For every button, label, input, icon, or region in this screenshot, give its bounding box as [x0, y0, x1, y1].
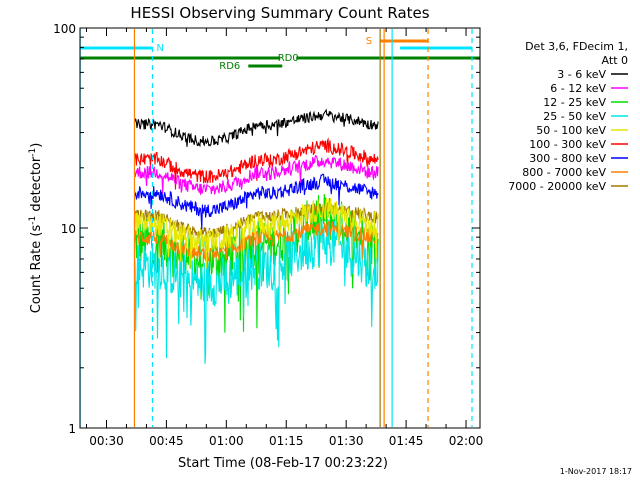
legend-label: 25 - 50 keV — [543, 110, 606, 123]
series-layer — [133, 108, 379, 364]
y-tick-label: 1 — [68, 422, 76, 436]
y-tick-label: 10 — [61, 222, 76, 236]
legend-label: 6 - 12 keV — [550, 82, 606, 95]
axis-layer: 00:30 00:45 01:00 01:15 01:30 01:45 02:00 1 10 10… — [53, 22, 483, 448]
x-tick-label: 00:30 — [89, 434, 124, 448]
x-tick-label: 01:15 — [269, 434, 304, 448]
night-label: N — [156, 43, 163, 54]
x-tick-label: 01:45 — [389, 434, 424, 448]
chart-title: HESSI Observing Summary Count Rates — [130, 4, 429, 22]
series-line — [133, 220, 379, 262]
series-line — [133, 154, 379, 195]
x-tick-label: 01:00 — [209, 434, 244, 448]
legend-label: 50 - 100 keV — [536, 124, 606, 137]
date-stamp: 1-Nov-2017 18:17 — [560, 467, 632, 476]
legend-label: 800 - 7000 keV — [522, 166, 606, 179]
legend-label: 300 - 800 keV — [529, 152, 606, 165]
saa-label: S — [366, 36, 372, 47]
rd6-label: RD6 — [219, 61, 240, 72]
annotation-layer: N S RD0 RD6 — [80, 36, 480, 72]
x-axis-label: Start Time (08-Feb-17 00:23:22) — [178, 456, 388, 471]
legend-label: 3 - 6 keV — [557, 68, 606, 81]
series-line — [133, 137, 379, 190]
legend-header-1: Det 3,6, FDecim 1, — [525, 40, 628, 53]
series-line — [133, 198, 379, 269]
y-axis-label: Count Rate (s-1 detector-1) — [28, 143, 44, 314]
y-tick-label: 100 — [53, 22, 76, 36]
legend-label: 100 - 300 keV — [529, 138, 606, 151]
x-tick-label: 02:00 — [449, 434, 484, 448]
legend-label: 7000 - 20000 keV — [508, 180, 606, 193]
x-tick-label: 01:30 — [329, 434, 364, 448]
legend-label: 12 - 25 keV — [543, 96, 606, 109]
legend-header-2: Att 0 — [602, 54, 628, 67]
x-tick-label: 00:45 — [149, 434, 184, 448]
series-line — [133, 173, 379, 230]
series-line — [133, 108, 379, 148]
rd0-label: RD0 — [278, 53, 299, 64]
